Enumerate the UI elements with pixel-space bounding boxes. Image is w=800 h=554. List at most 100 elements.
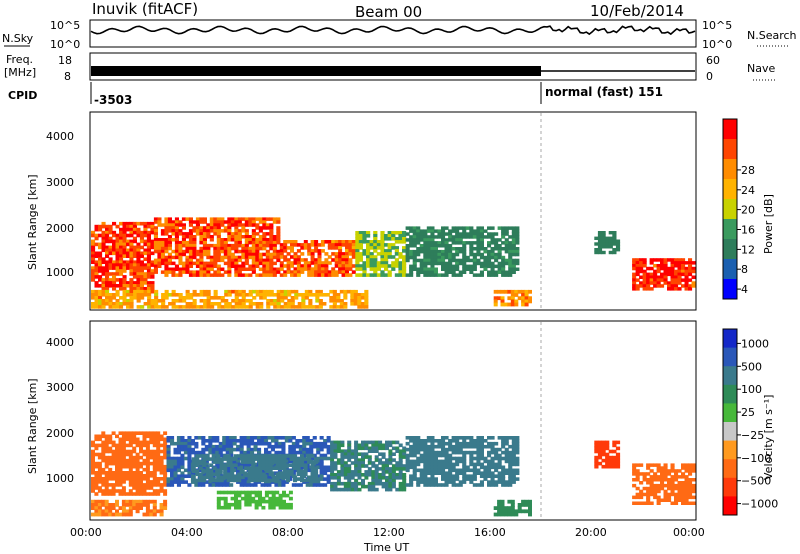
- heatmap-cell: [660, 466, 665, 470]
- heatmap-cell: [444, 450, 449, 455]
- heatmap-cell: [101, 446, 106, 451]
- heatmap-cell: [105, 296, 110, 300]
- heatmap-cell: [632, 264, 637, 268]
- heatmap-cell: [94, 242, 99, 247]
- heatmap-cell: [455, 459, 460, 464]
- heatmap-cell: [157, 258, 162, 263]
- heatmap-cell: [660, 481, 665, 485]
- heatmap-cell: [227, 252, 232, 257]
- heatmap-cell: [206, 273, 211, 277]
- heatmap-cell: [251, 460, 256, 464]
- heatmap-cell: [241, 252, 246, 257]
- heatmap-cell: [104, 503, 109, 507]
- heatmap-cell: [262, 223, 267, 227]
- heatmap-cell: [135, 486, 140, 490]
- heatmap-cell: [347, 473, 352, 477]
- heatmap-cell: [135, 431, 140, 435]
- heatmap-cell: [316, 462, 321, 467]
- heatmap-cell: [227, 217, 232, 221]
- heatmap-cell: [239, 441, 244, 446]
- heatmap-cell: [229, 441, 234, 446]
- heatmap-cell: [101, 302, 106, 306]
- heatmap-cell: [108, 299, 113, 303]
- heatmap-cell: [157, 252, 162, 257]
- heatmap-cell: [310, 463, 315, 467]
- heatmap-cell: [469, 226, 474, 230]
- heatmap-cell: [343, 484, 348, 489]
- heatmap-cell: [150, 275, 155, 279]
- heatmap-cell: [143, 230, 148, 235]
- heatmap-cell: [681, 278, 686, 282]
- heatmap-cell: [143, 227, 148, 232]
- heatmap-cell: [384, 261, 389, 265]
- heatmap-cell: [336, 305, 341, 309]
- heatmap-cell: [635, 258, 640, 262]
- heatmap-cell: [101, 248, 106, 253]
- heatmap-cell: [145, 477, 150, 481]
- heatmap-cell: [279, 255, 284, 259]
- heatmap-cell: [108, 281, 113, 285]
- heatmap-cell: [252, 289, 257, 294]
- heatmap-cell: [262, 246, 267, 251]
- heatmap-cell: [253, 483, 258, 487]
- heatmap-cell: [112, 263, 117, 267]
- heatmap-cell: [448, 459, 453, 464]
- heatmap-cell: [612, 236, 617, 240]
- heatmap-cell: [371, 449, 376, 453]
- heatmap-cell: [258, 463, 263, 467]
- heatmap-cell: [171, 270, 176, 274]
- heatmap-cell: [119, 239, 124, 244]
- heatmap-cell: [108, 236, 113, 241]
- heatmap-cell: [142, 492, 147, 496]
- heatmap-cell: [330, 449, 335, 453]
- heatmap-cell: [258, 469, 263, 473]
- heatmap-cell: [283, 264, 288, 268]
- heatmap-cell: [261, 460, 266, 464]
- heatmap-cell: [118, 461, 123, 466]
- heatmap-cell: [94, 233, 99, 238]
- heatmap-cell: [227, 267, 232, 271]
- heatmap-cell: [433, 468, 438, 473]
- heatmap-cell: [209, 463, 214, 467]
- heatmap-cell: [226, 460, 231, 464]
- heatmap-cell: [649, 492, 654, 497]
- heatmap-cell: [388, 452, 393, 456]
- heatmap-cell: [267, 474, 272, 478]
- heatmap-cell: [316, 450, 321, 455]
- heatmap-cell: [458, 483, 463, 487]
- heatmap-cell: [374, 470, 379, 474]
- heatmap-cell: [327, 261, 332, 265]
- heatmap-cell: [684, 272, 689, 277]
- heatmap-cell: [296, 469, 301, 473]
- heatmap-cell: [119, 260, 124, 264]
- heatmap-cell: [181, 249, 186, 254]
- heatmap-cell: [395, 487, 400, 492]
- heatmap-cell: [308, 305, 313, 309]
- heatmap-cell: [261, 478, 266, 483]
- heatmap-cell: [174, 243, 179, 248]
- heatmap-cell: [150, 289, 155, 294]
- heatmap-cell: [597, 440, 603, 445]
- heatmap-cell: [515, 252, 520, 257]
- heatmap-cell: [178, 267, 183, 271]
- heatmap-cell: [125, 449, 130, 454]
- heatmap-cell: [472, 261, 477, 266]
- heatmap-cell: [94, 492, 99, 496]
- heatmap-cell: [132, 440, 137, 445]
- heatmap-cell: [343, 455, 348, 459]
- heatmap-cell: [448, 261, 453, 266]
- heatmap-cell: [201, 450, 206, 455]
- heatmap-cell: [691, 281, 696, 285]
- heatmap-cell: [504, 436, 509, 440]
- heatmap-cell: [663, 272, 668, 277]
- heatmap-cell: [272, 243, 277, 248]
- heatmap-cell: [94, 434, 99, 439]
- heatmap-cell: [220, 267, 225, 271]
- heatmap-cell: [108, 302, 113, 306]
- heatmap-cell: [384, 264, 389, 268]
- heatmap-cell: [94, 227, 99, 232]
- colorbar-swatch: [723, 403, 737, 423]
- heatmap-cell: [355, 249, 360, 253]
- heatmap-cell: [115, 251, 120, 256]
